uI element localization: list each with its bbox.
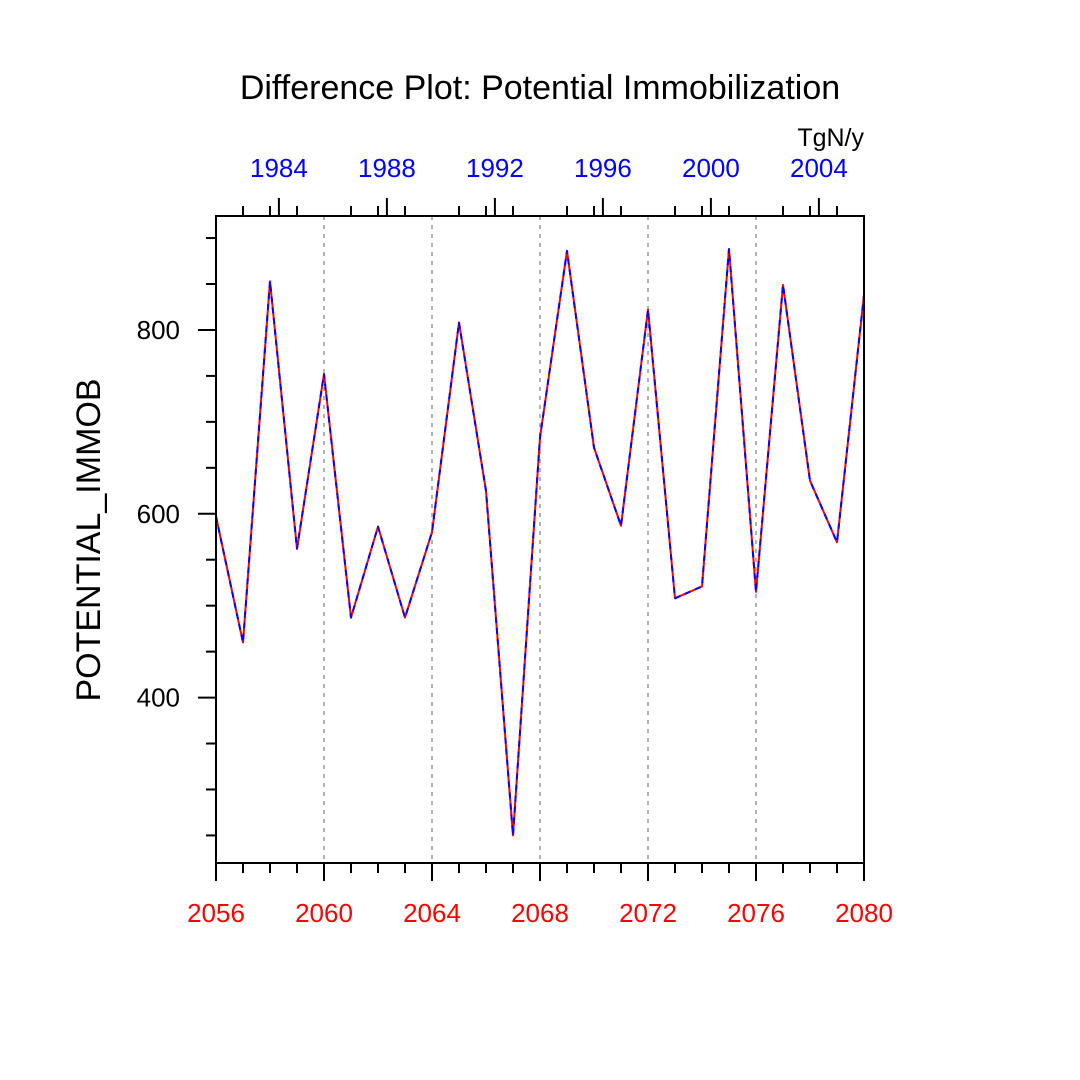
units-label: TgN/y bbox=[797, 124, 864, 152]
x-tick-label-2072: 2072 bbox=[619, 898, 677, 928]
top-tick-label-2004: 2004 bbox=[790, 153, 848, 183]
series-line-b bbox=[215, 248, 865, 837]
x-tick-label-2056: 2056 bbox=[187, 898, 245, 928]
series-layer bbox=[215, 248, 865, 837]
top-tick-label-2000: 2000 bbox=[682, 153, 740, 183]
chart-title: Difference Plot: Potential Immobilizatio… bbox=[240, 69, 840, 107]
x-tick-label-2080: 2080 bbox=[835, 898, 893, 928]
y-tick-label-600: 600 bbox=[137, 499, 180, 529]
x-tick-label-2060: 2060 bbox=[295, 898, 353, 928]
y-axis-label: POTENTIAL_IMMOB bbox=[70, 378, 108, 701]
label-layer: 2056 2060 2064 2068 2072 2076 2080 1984 1988 1992… bbox=[137, 153, 893, 928]
top-tick-label-1996: 1996 bbox=[574, 153, 632, 183]
top-tick-label-1984: 1984 bbox=[250, 153, 308, 183]
top-tick-label-1988: 1988 bbox=[358, 153, 416, 183]
tick-layer bbox=[198, 198, 865, 881]
x-tick-label-2064: 2064 bbox=[403, 898, 461, 928]
y-tick-label-800: 800 bbox=[137, 315, 180, 345]
top-tick-label-1992: 1992 bbox=[466, 153, 524, 183]
x-tick-label-2068: 2068 bbox=[511, 898, 569, 928]
x-tick-label-2076: 2076 bbox=[727, 898, 785, 928]
y-tick-label-400: 400 bbox=[137, 683, 180, 713]
